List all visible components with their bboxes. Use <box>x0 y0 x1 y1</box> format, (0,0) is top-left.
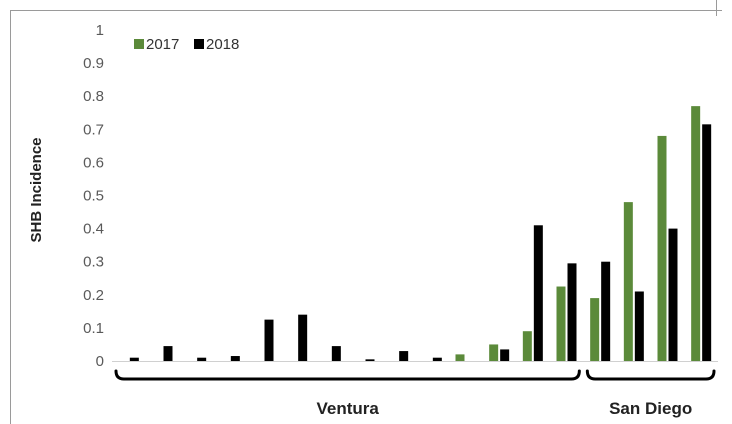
bar-2017-12 <box>489 344 499 361</box>
y-tick-label: 0.2 <box>83 287 104 304</box>
legend-label-2018: 2018 <box>206 36 239 53</box>
frame-corner <box>716 0 717 16</box>
y-axis: 0 0.1 0.2 0.3 0.4 0.5 0.6 0.7 0.8 0.9 1 <box>83 22 718 370</box>
bar-2018-12 <box>500 349 510 361</box>
y-tick-label: 1 <box>96 22 104 39</box>
y-axis-label: SHB Incidence <box>28 137 45 242</box>
y-tick-label: 0.6 <box>83 154 104 171</box>
bar-2018-18 <box>702 124 712 362</box>
bars <box>129 106 712 362</box>
legend-swatch-2018 <box>194 39 204 49</box>
bar-2018-14 <box>567 263 577 361</box>
bar-2018-8 <box>365 359 375 361</box>
y-tick-label: 0.4 <box>83 221 104 238</box>
y-tick-label: 0.3 <box>83 254 104 271</box>
y-tick-label: 0.5 <box>83 188 104 205</box>
bar-2017-16 <box>623 202 633 361</box>
bar-2018-17 <box>668 228 678 361</box>
chart-frame <box>10 10 722 424</box>
bar-2018-5 <box>264 319 274 361</box>
y-tick-label: 0.8 <box>83 88 104 105</box>
group-label-2: San Diego <box>609 399 692 418</box>
y-tick-label: 0.7 <box>83 121 104 138</box>
bar-2017-18 <box>691 106 701 361</box>
bar-2018-7 <box>331 346 341 361</box>
group-bracket-1 <box>114 369 581 381</box>
bar-2018-15 <box>601 261 611 361</box>
y-tick-label: 0.9 <box>83 55 104 72</box>
bar-2018-16 <box>634 291 644 361</box>
bar-2018-4 <box>230 356 240 361</box>
bar-2018-6 <box>298 314 308 361</box>
bar-2018-1 <box>129 357 139 361</box>
bar-2018-13 <box>533 225 543 361</box>
bar-2017-14 <box>556 286 566 361</box>
y-tick-label: 0.1 <box>83 320 104 337</box>
bar-2018-2 <box>163 346 173 361</box>
bar-2018-3 <box>197 357 207 361</box>
group-brackets: Ventura San Diego <box>114 369 716 418</box>
bar-2017-11 <box>455 354 465 361</box>
bar-2018-10 <box>432 357 442 361</box>
legend: 2017 2018 <box>134 36 239 53</box>
bar-2018-9 <box>399 351 409 361</box>
bar-2017-13 <box>522 331 532 361</box>
bar-2017-15 <box>590 298 600 361</box>
group-bracket-2 <box>585 369 716 381</box>
bar-2017-17 <box>657 135 667 361</box>
y-tick-label: 0 <box>96 353 104 370</box>
legend-swatch-2017 <box>134 39 144 49</box>
group-label-1: Ventura <box>316 399 379 418</box>
legend-label-2017: 2017 <box>146 36 179 53</box>
